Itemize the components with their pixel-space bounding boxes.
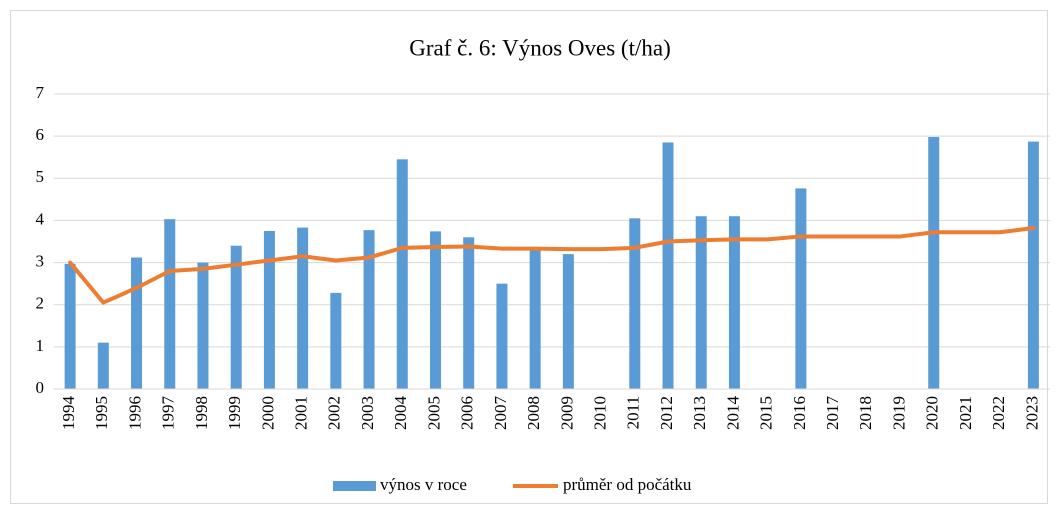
bar [363, 230, 375, 389]
x-tick-label: 2002 [325, 396, 344, 430]
x-tick-label: 1995 [92, 396, 111, 430]
x-tick-label: 1996 [125, 396, 144, 430]
x-tick-label: 2011 [624, 396, 643, 429]
line [68, 226, 1036, 305]
bar [164, 219, 176, 389]
x-tick-label: 2020 [923, 396, 942, 430]
bar [131, 257, 143, 389]
bar [1027, 141, 1039, 389]
y-tick-label: 3 [36, 251, 45, 270]
bar [64, 263, 76, 389]
legend-label: výnos v roce [380, 475, 467, 494]
x-tick-label: 2004 [391, 396, 410, 431]
x-tick-label: 2014 [723, 396, 742, 431]
bar [562, 254, 574, 389]
x-tick-label: 2006 [458, 396, 477, 430]
x-tick-label: 1998 [192, 396, 211, 430]
x-tick-label: 2013 [690, 396, 709, 430]
chart-title: Graf č. 6: Výnos Oves (t/ha) [409, 35, 670, 60]
y-tick-label: 1 [36, 336, 45, 355]
x-tick-label: 2018 [856, 396, 875, 430]
x-tick-label: 2007 [491, 396, 510, 431]
x-tick-label: 2015 [757, 396, 776, 430]
x-tick-label: 2023 [1022, 396, 1041, 430]
bar [496, 283, 508, 389]
x-tick-label: 2017 [823, 396, 842, 431]
bar [330, 292, 342, 389]
x-tick-label: 2009 [557, 396, 576, 430]
y-tick-label: 6 [36, 125, 45, 144]
y-tick-label: 2 [36, 294, 45, 313]
bar [529, 249, 541, 389]
x-tick-label: 2001 [292, 396, 311, 430]
y-tick-label: 4 [36, 209, 45, 228]
bar [662, 142, 674, 389]
y-tick-label: 5 [36, 167, 45, 186]
bar [695, 216, 707, 389]
bar [795, 188, 807, 389]
x-tick-label: 2010 [590, 396, 609, 430]
x-tick-label: 2003 [358, 396, 377, 430]
x-tick-label: 1994 [59, 396, 78, 431]
bar [230, 245, 242, 389]
x-tick-label: 2019 [889, 396, 908, 430]
y-tick-label: 0 [36, 378, 45, 397]
legend-swatch [333, 481, 376, 491]
bar [629, 218, 641, 389]
x-tick-label: 2016 [790, 396, 809, 430]
bar [928, 136, 940, 389]
bar [297, 227, 309, 389]
x-tick-label: 2022 [989, 396, 1008, 430]
x-tick-label: 1997 [159, 396, 178, 431]
bar [197, 262, 209, 389]
x-tick-label: 2012 [657, 396, 676, 430]
bar [463, 237, 475, 389]
x-tick-label: 2000 [258, 396, 277, 430]
y-tick-label: 7 [36, 83, 45, 102]
x-tick-label: 2008 [524, 396, 543, 430]
legend-label: průměr od počátku [563, 475, 692, 494]
bar [97, 342, 109, 389]
bar [429, 231, 441, 389]
bar [263, 230, 275, 389]
x-tick-label: 2005 [424, 396, 443, 430]
x-tick-label: 1999 [225, 396, 244, 430]
chart-border [10, 10, 1048, 504]
bar [728, 216, 740, 389]
x-tick-label: 2021 [956, 396, 975, 430]
bar [396, 159, 408, 389]
